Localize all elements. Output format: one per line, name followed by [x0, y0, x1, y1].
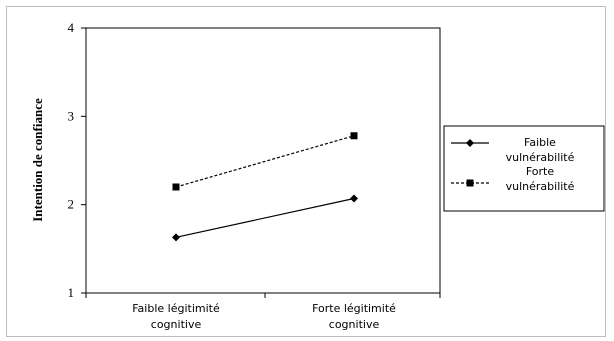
- data-point-series-1: [350, 194, 358, 203]
- legend-label-2: Forte vulnérabilité: [506, 165, 575, 193]
- legend-label-1: Faible vulnérabilité: [506, 136, 575, 164]
- y-tick-label: 3: [68, 108, 75, 123]
- y-axis-label: Intention de confiance: [30, 98, 45, 222]
- y-tick-label: 4: [68, 20, 75, 35]
- y-tick-label: 1: [68, 285, 75, 300]
- series-layer: [172, 132, 358, 242]
- x-tick-label: Forte légitimité cognitive: [312, 302, 396, 331]
- legend-marker-2: [466, 179, 474, 187]
- series-line-1: [175, 197, 355, 238]
- legend-marker-1: [466, 139, 474, 147]
- y-axis-ticks: 1 2 3 4: [68, 20, 86, 300]
- y-tick-label: 2: [68, 197, 75, 212]
- data-point-series-2: [350, 132, 358, 140]
- series-line-2: [175, 135, 355, 188]
- x-tick-label: Faible légitimité cognitive: [132, 302, 220, 331]
- x-axis-ticks: Faible légitimité cognitive Forte légitimi…: [85, 293, 441, 331]
- data-point-series-2: [172, 183, 180, 191]
- plot-area: [85, 27, 441, 294]
- data-point-series-1: [172, 233, 180, 242]
